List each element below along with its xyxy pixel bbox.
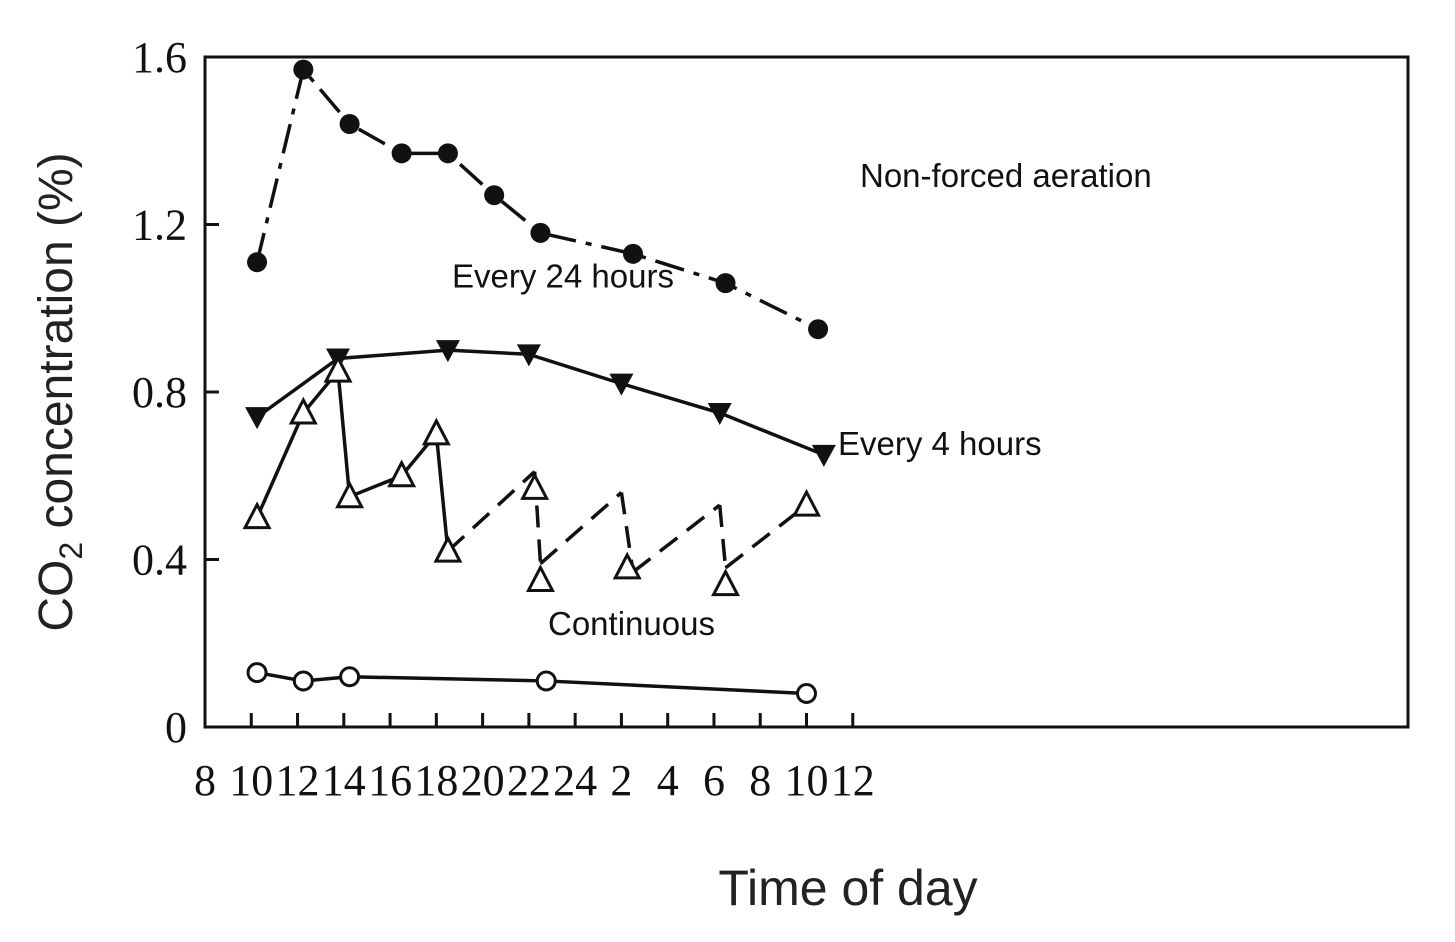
every-4-hours-point [433, 534, 463, 563]
y-tick-label: 0.4 [132, 536, 187, 585]
y-axis-ticks: 0 0.4 0.8 1.2 1.6 [132, 33, 219, 752]
x-tick-label: 2 [610, 756, 632, 805]
every-4-hours-line-segment [718, 504, 728, 569]
x-tick-label: 8 [194, 756, 216, 805]
every-24-hours-point [707, 402, 732, 425]
series-label-continuous: Continuous [548, 605, 715, 642]
every-4-hours-line-segment [255, 412, 305, 519]
y-tick-label: 1.2 [132, 201, 187, 250]
every-4-hours-point [242, 501, 272, 530]
continuous-point [796, 683, 817, 704]
every-24-hours-point [516, 344, 541, 367]
every-4-hours-line-segment [619, 492, 635, 573]
x-tick-label: 12 [831, 756, 875, 805]
x-tick-label: 18 [414, 756, 458, 805]
y-axis-title-main: CO [30, 560, 83, 632]
x-tick-label: 10 [785, 756, 829, 805]
series-label-non-forced-aeration: Non-forced aeration [860, 157, 1152, 194]
non-forced-aeration-point [715, 273, 736, 294]
x-tick-label: 22 [507, 756, 551, 805]
x-axis-title: Time of day [718, 860, 977, 916]
series-annotations: Non-forced aeration Every 24 hours Every 4… [452, 157, 1152, 642]
every-4-hours-point [525, 564, 555, 592]
non-forced-aeration-point [484, 185, 505, 206]
x-tick-label: 4 [657, 756, 679, 805]
y-axis-title: CO2 concentration (%) [30, 152, 89, 631]
non-forced-aeration-point [808, 319, 829, 340]
every-4-hours-line-segment [539, 491, 623, 566]
y-tick-label: 0.8 [132, 368, 187, 417]
every-4-hours-point [792, 488, 821, 517]
series-label-every-24-hours: Every 24 hours [452, 257, 674, 294]
every-24-hours-point [811, 444, 836, 467]
non-forced-aeration-point [293, 59, 314, 80]
series-label-every-4-hours: Every 4 hours [838, 425, 1042, 462]
every-4-hours-point [711, 568, 741, 597]
y-axis-title-rest: concentration (%) [30, 152, 83, 542]
x-tick-label: 12 [276, 756, 320, 805]
x-tick-label: 24 [553, 756, 597, 805]
x-tick-label: 20 [461, 756, 505, 805]
every-4-hours-point [323, 354, 353, 383]
x-tick-label: 8 [749, 756, 771, 805]
non-forced-aeration-point [622, 243, 643, 264]
non-forced-aeration-line [255, 65, 819, 331]
non-forced-aeration-point [437, 143, 458, 164]
non-forced-aeration-point [391, 143, 412, 164]
non-forced-aeration-point [530, 222, 551, 243]
continuous-point [339, 666, 361, 688]
continuous-point [246, 662, 268, 684]
every-4-hours-line-segment [631, 503, 721, 574]
series-markers [242, 59, 836, 704]
y-tick-label: 1.6 [132, 33, 187, 82]
every-24-hours-point [609, 373, 634, 396]
x-axis-ticks: 8 10 12 14 16 18 20 22 24 2 4 6 8 10 12 [194, 713, 875, 805]
every-4-hours-line-segment [446, 470, 536, 553]
x-tick-label: 10 [229, 756, 273, 805]
x-tick-label: 6 [703, 756, 725, 805]
every-4-hours-point [387, 459, 417, 488]
every-24-hours-point [245, 407, 270, 430]
non-forced-aeration-point [247, 252, 268, 273]
y-tick-label: 0 [165, 703, 187, 752]
every-4-hours-point [612, 551, 642, 580]
continuous-point [292, 670, 314, 692]
every-24-hours-point [435, 340, 460, 363]
continuous-point [535, 670, 557, 692]
every-4-hours-point [520, 472, 550, 500]
every-4-hours-point [288, 396, 318, 425]
every-4-hours-point [421, 417, 451, 446]
y-axis-title-subscript: 2 [53, 542, 89, 560]
every-4-hours-line-segment [434, 433, 450, 552]
x-tick-label: 16 [368, 756, 412, 805]
x-tick-label: 14 [322, 756, 366, 805]
non-forced-aeration-point [339, 114, 360, 134]
every-4-hours-point [335, 480, 365, 509]
every-4-hours-line-segment [336, 370, 352, 497]
